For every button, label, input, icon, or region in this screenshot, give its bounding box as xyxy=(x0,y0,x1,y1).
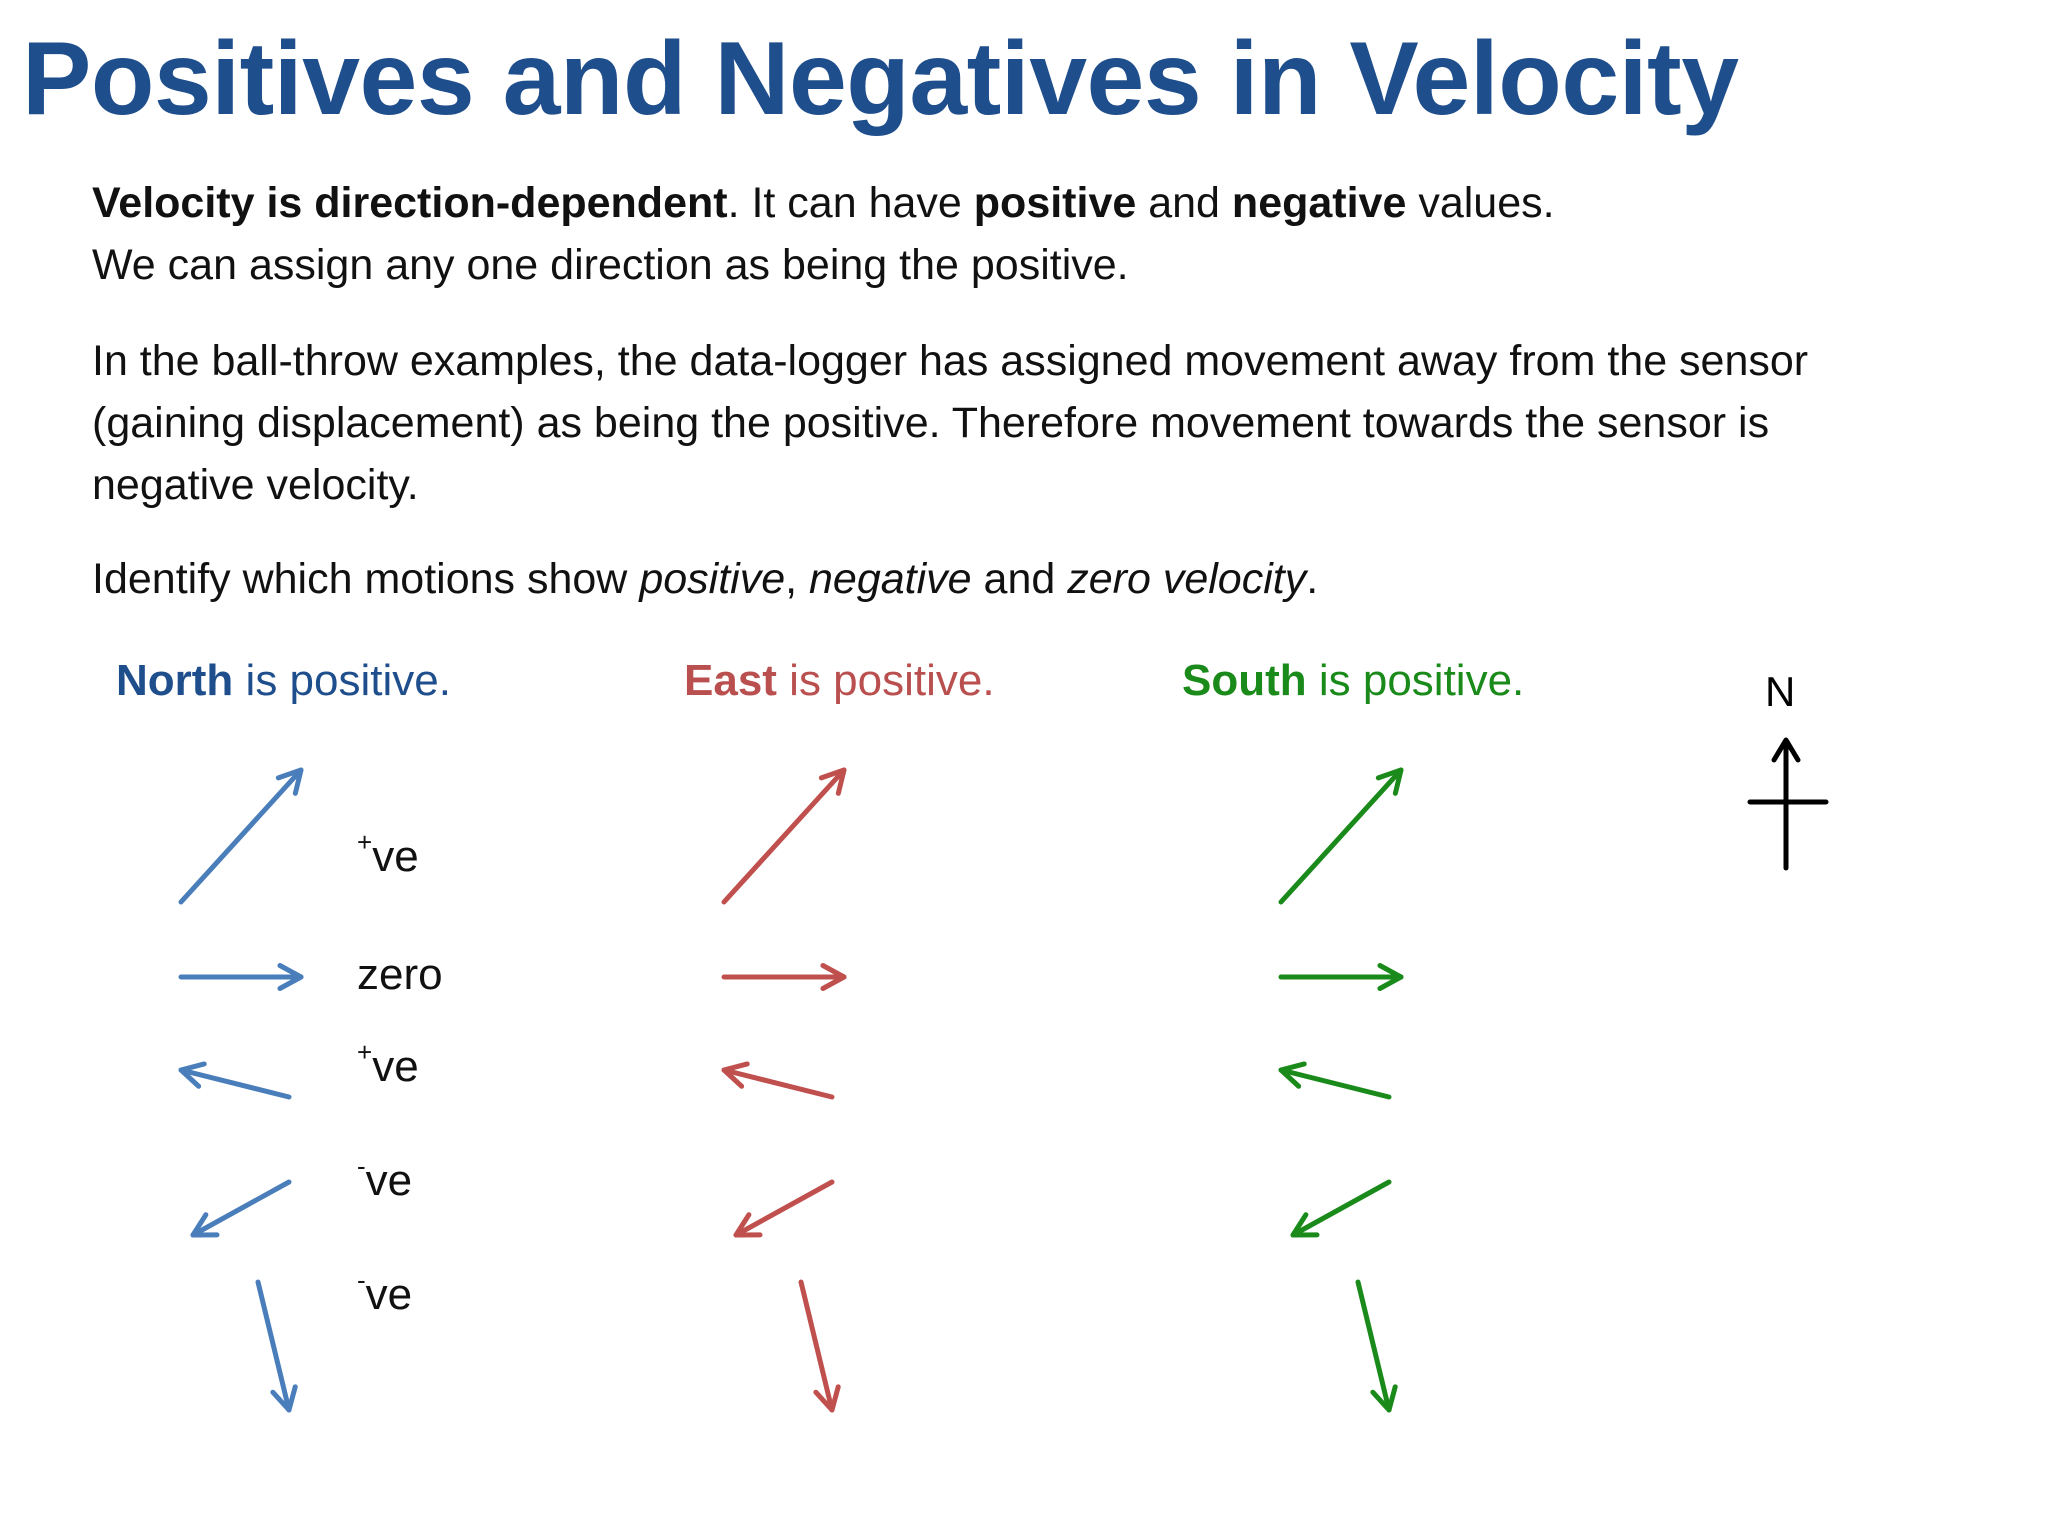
south-motion-arrow-4 xyxy=(1290,1179,1392,1238)
south-direction: South xyxy=(1182,656,1307,705)
answer-label-4: -ve xyxy=(357,1151,413,1206)
compass-north-label: N xyxy=(1765,668,1796,715)
north-column-heading: North is positive. xyxy=(116,656,451,706)
north-motion-arrow-2 xyxy=(178,962,304,992)
intro-text: . It can have xyxy=(727,179,974,227)
north-motion-arrow-4 xyxy=(190,1179,292,1238)
answer-text: ve xyxy=(365,1270,413,1319)
answer-sign: + xyxy=(357,1037,373,1067)
east-suffix: is positive. xyxy=(776,656,995,705)
east-direction: East xyxy=(684,656,777,705)
task-text: , xyxy=(785,555,810,603)
ball-throw-paragraph: In the ball-throw examples, the data-log… xyxy=(92,337,1809,509)
north-direction: North xyxy=(116,656,234,705)
answer-sign: - xyxy=(357,1265,366,1295)
task-text: . xyxy=(1306,555,1319,603)
answer-text: ve xyxy=(372,832,419,881)
south-motion-arrow-1 xyxy=(1278,767,1404,905)
east-column-heading: East is positive. xyxy=(684,656,995,706)
answer-text: zero xyxy=(357,950,443,999)
task-italic-positive: positive xyxy=(639,555,786,603)
answer-text: ve xyxy=(365,1156,413,1205)
compass-icon xyxy=(1747,737,1829,871)
task-text: Identify which motions show xyxy=(92,555,640,603)
east-motion-arrow-4 xyxy=(733,1179,835,1238)
answer-label-3: +ve xyxy=(357,1037,419,1092)
intro-line-2: We can assign any one direction as being… xyxy=(92,241,1129,289)
slide-title: Positives and Negatives in Velocity xyxy=(22,21,1739,137)
answer-label-2: zero xyxy=(357,950,443,1000)
north-motion-arrow-1 xyxy=(178,767,304,905)
south-motion-arrow-2 xyxy=(1278,962,1404,992)
task-text: and xyxy=(971,555,1068,603)
task-italic-zero: zero velocity xyxy=(1067,555,1307,603)
south-motion-arrow-3 xyxy=(1278,1061,1392,1100)
south-column-heading: South is positive. xyxy=(1182,656,1524,706)
intro-text: and xyxy=(1136,179,1232,227)
north-suffix: is positive. xyxy=(233,656,451,705)
answer-sign: + xyxy=(357,827,373,857)
north-motion-arrow-5 xyxy=(255,1279,298,1413)
intro-bold-negative: negative xyxy=(1231,179,1407,227)
intro-bold-positive: positive xyxy=(973,179,1137,227)
intro-text: values. xyxy=(1406,179,1555,227)
east-motion-arrow-2 xyxy=(721,962,847,992)
intro-paragraph: Velocity is direction-dependent. It can … xyxy=(92,172,1972,296)
task-paragraph: Identify which motions show positive, ne… xyxy=(92,548,1972,610)
answer-label-1: +ve xyxy=(357,827,419,882)
answer-text: ve xyxy=(372,1042,419,1091)
answer-label-5: -ve xyxy=(357,1265,413,1320)
south-motion-arrow-5 xyxy=(1355,1279,1398,1413)
east-motion-arrow-5 xyxy=(798,1279,841,1413)
task-italic-negative: negative xyxy=(809,555,972,603)
east-motion-arrow-1 xyxy=(721,767,847,905)
intro-bold-velocity: Velocity is direction-dependent xyxy=(92,179,728,227)
answer-sign: - xyxy=(357,1151,366,1181)
east-motion-arrow-3 xyxy=(721,1061,835,1100)
north-motion-arrow-3 xyxy=(178,1061,292,1100)
south-suffix: is positive. xyxy=(1306,656,1525,705)
